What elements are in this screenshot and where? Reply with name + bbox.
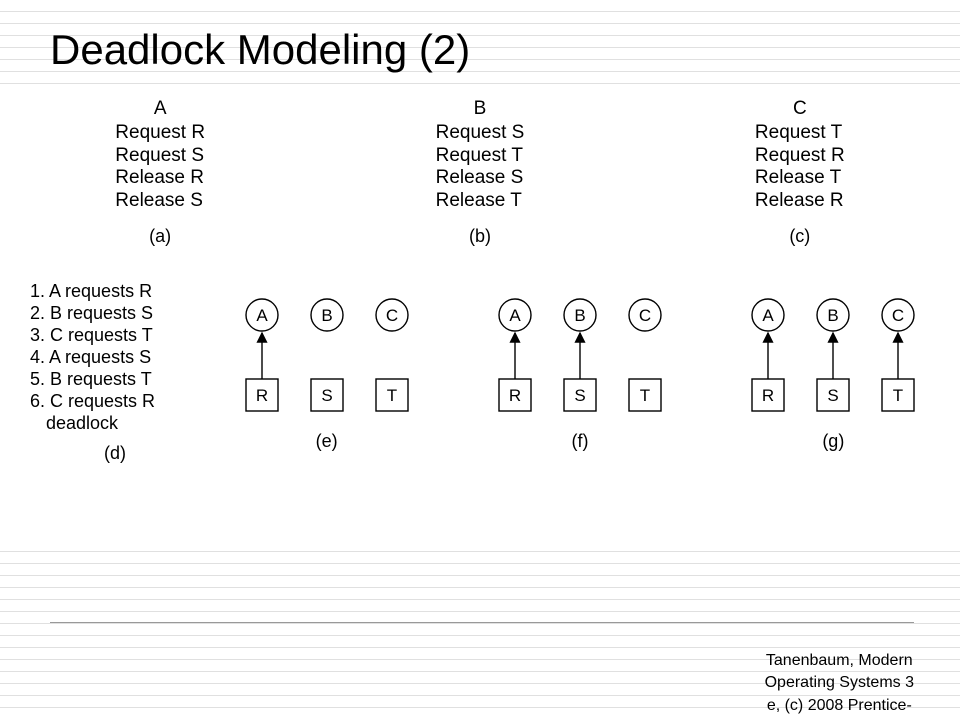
col-caption: (c) [755, 226, 845, 247]
svg-text:S: S [574, 386, 585, 405]
graph-e: A B C R S T (e) [227, 287, 427, 452]
step-line: 6. C requests R [30, 391, 200, 413]
col-line: Release R [115, 167, 205, 189]
top-columns: A Request R Request S Release R Release … [0, 88, 960, 247]
step-tail: deadlock [30, 413, 200, 435]
svg-text:S: S [321, 386, 332, 405]
svg-text:B: B [574, 306, 585, 325]
svg-text:A: A [256, 306, 268, 325]
steps-caption: (d) [30, 443, 200, 465]
step-line: 4. A requests S [30, 347, 200, 369]
footer-rule [50, 622, 914, 623]
svg-text:S: S [828, 386, 839, 405]
col-head: B [436, 98, 525, 120]
step-line: 3. C requests T [30, 325, 200, 347]
footer-line: e, (c) 2008 Prentice- [765, 695, 914, 717]
col-line: Request T [755, 122, 845, 144]
content-box: A Request R Request S Release R Release … [0, 88, 960, 548]
col-line: Release S [115, 190, 205, 212]
col-head: C [755, 98, 845, 120]
svg-text:B: B [828, 306, 839, 325]
svg-text:B: B [321, 306, 332, 325]
col-b: B Request S Request T Release S Release … [436, 98, 525, 247]
page-title: Deadlock Modeling (2) [50, 26, 470, 74]
graphs-row: A B C R S T (e) [200, 281, 960, 465]
col-c: C Request T Request R Release T Release … [755, 98, 845, 247]
svg-text:R: R [256, 386, 268, 405]
graph-caption: (e) [227, 431, 427, 452]
col-line: Request T [436, 145, 525, 167]
graph-caption: (f) [480, 431, 680, 452]
svg-text:A: A [763, 306, 775, 325]
svg-text:C: C [892, 306, 904, 325]
col-line: Release T [755, 167, 845, 189]
col-head: A [115, 98, 205, 120]
col-line: Release T [436, 190, 525, 212]
svg-text:R: R [762, 386, 774, 405]
col-caption: (b) [436, 226, 525, 247]
svg-text:C: C [386, 306, 398, 325]
col-line: Request S [436, 122, 525, 144]
svg-text:A: A [509, 306, 521, 325]
col-caption: (a) [115, 226, 205, 247]
col-line: Request S [115, 145, 205, 167]
footer-line: Tanenbaum, Modern [765, 650, 914, 672]
col-line: Request R [115, 122, 205, 144]
col-line: Release S [436, 167, 525, 189]
svg-text:T: T [893, 386, 903, 405]
svg-text:C: C [639, 306, 651, 325]
graph-caption: (g) [733, 431, 933, 452]
bottom-row: 1. A requests R 2. B requests S 3. C req… [0, 247, 960, 465]
step-line: 2. B requests S [30, 303, 200, 325]
col-line: Request R [755, 145, 845, 167]
step-line: 5. B requests T [30, 369, 200, 391]
svg-text:T: T [386, 386, 396, 405]
steps-list: 1. A requests R 2. B requests S 3. C req… [0, 281, 200, 465]
col-line: Release R [755, 190, 845, 212]
graph-g: A B C R S T (g) [733, 287, 933, 452]
graph-f: A B C R S T (f) [480, 287, 680, 452]
footer: Tanenbaum, Modern Operating Systems 3 e,… [765, 650, 914, 717]
svg-text:T: T [640, 386, 650, 405]
footer-line: Operating Systems 3 [765, 672, 914, 694]
col-a: A Request R Request S Release R Release … [115, 98, 205, 247]
step-line: 1. A requests R [30, 281, 200, 303]
svg-text:R: R [509, 386, 521, 405]
